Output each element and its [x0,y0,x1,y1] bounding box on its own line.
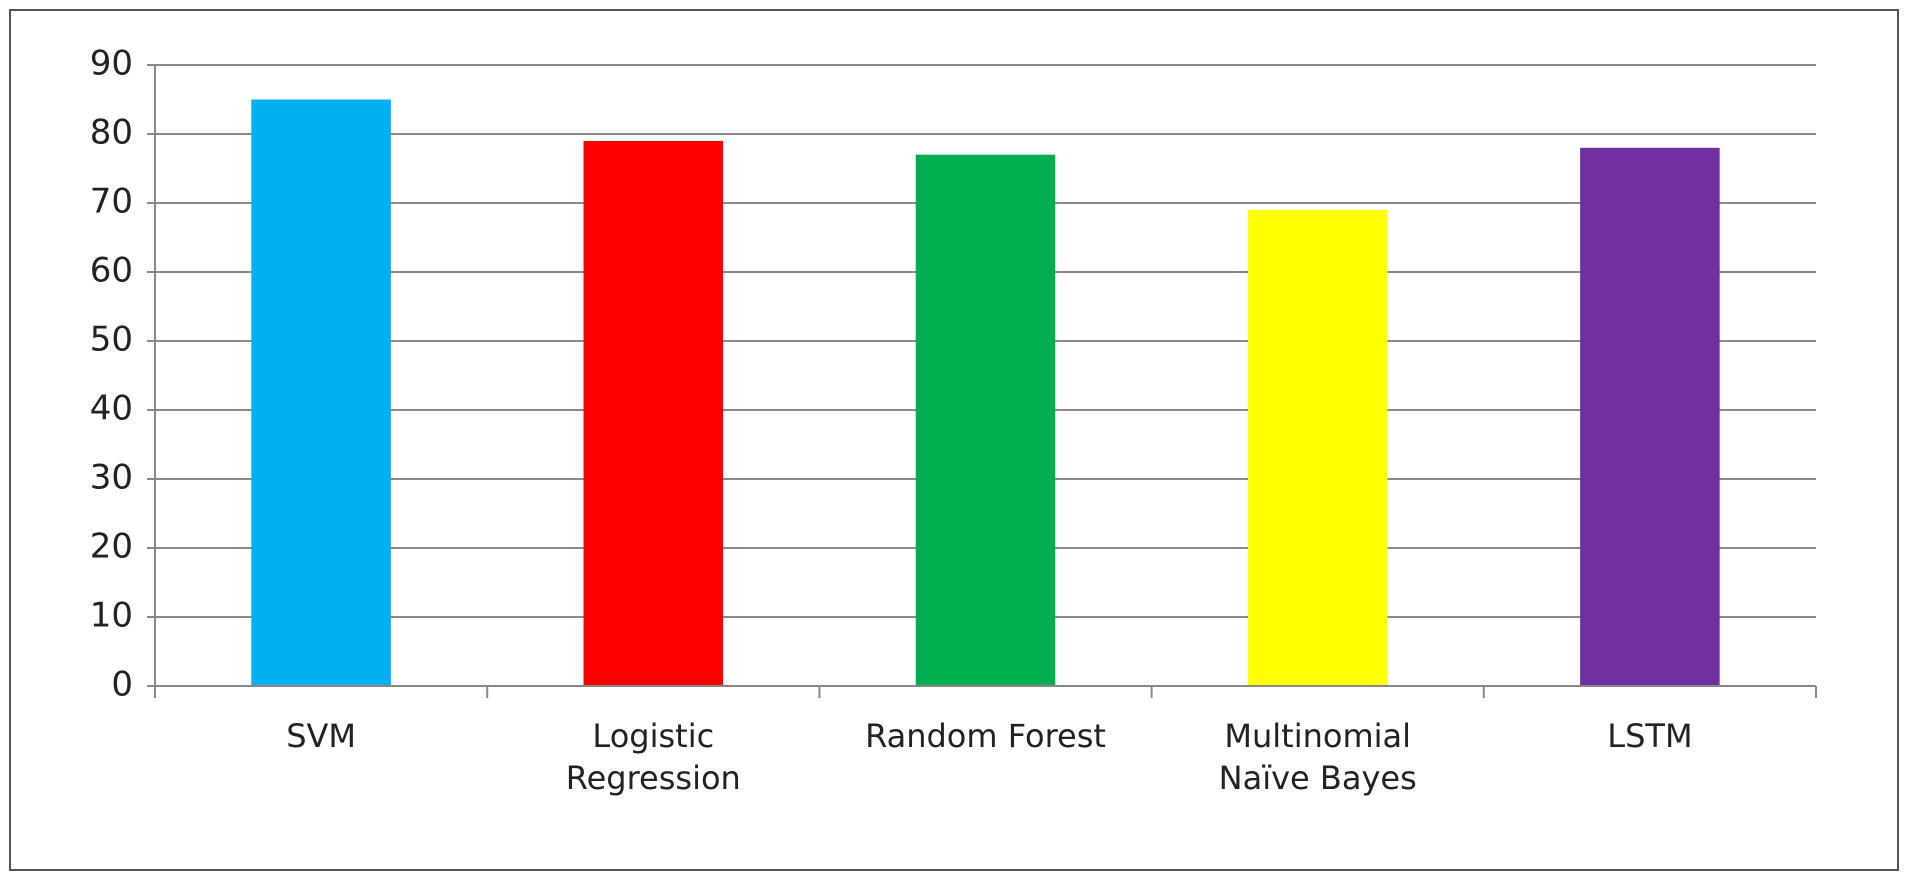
bar [915,154,1056,686]
y-tick-label: 80 [90,113,133,153]
x-tick-label: Multinomial [1224,717,1411,755]
y-tick-label: 70 [90,182,133,222]
y-tick-label: 10 [90,596,133,636]
y-tick-label: 60 [90,251,133,291]
x-tick-label: LSTM [1607,717,1692,755]
y-tick-label: 90 [90,44,133,84]
y-tick-label: 30 [90,458,133,498]
x-tick-label: SVM [286,717,356,755]
x-tick-label: Regression [566,759,741,797]
bar [1580,147,1720,687]
y-tick-label: 20 [90,527,133,567]
y-tick-label: 0 [111,665,133,705]
x-tick-label: Random Forest [865,717,1106,755]
bar [251,99,391,686]
y-tick-label: 50 [90,320,133,360]
bar [1247,209,1388,686]
x-tick-label: Logistic [592,717,714,755]
y-tick-label: 40 [90,389,133,429]
bar [583,140,724,686]
x-tick-label: Naïve Bayes [1219,759,1417,797]
